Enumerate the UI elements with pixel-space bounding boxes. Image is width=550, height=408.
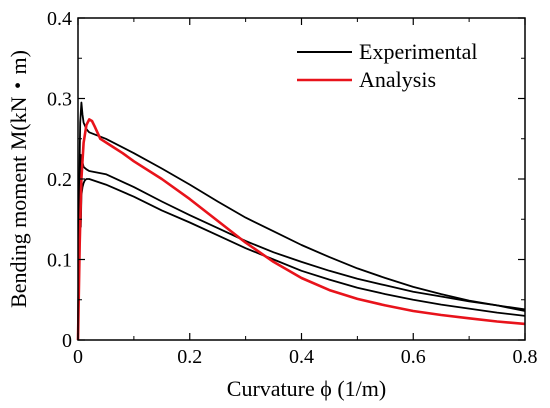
legend: Experimental Analysis (297, 39, 478, 92)
legend-label-experimental: Experimental (359, 39, 478, 64)
x-tick-label: 0.2 (177, 346, 202, 368)
legend-label-analysis: Analysis (359, 67, 436, 92)
ticks-layer: 0 0.2 0.4 0.6 0.8 0 0.1 0.2 0.3 0.4 (47, 8, 538, 368)
y-tick-label: 0 (62, 330, 72, 352)
x-tick-label: 0 (73, 346, 83, 368)
experimental-series-line-2 (77, 153, 526, 338)
y-tick-label: 0.2 (47, 169, 72, 191)
y-tick-label: 0.1 (47, 250, 72, 272)
y-tick-label: 0.3 (47, 89, 72, 111)
x-tick-label: 0.8 (513, 346, 538, 368)
x-tick-label: 0.4 (289, 346, 314, 368)
y-tick-label: 0.4 (47, 8, 72, 30)
experimental-series-line-3 (79, 178, 526, 317)
x-tick-label: 0.6 (401, 346, 426, 368)
series-layer (76, 101, 526, 341)
plot-frame (77, 17, 526, 341)
y-axis-label: Bending moment M(kN・m) (6, 50, 31, 308)
x-axis-label: Curvature ϕ (1/m) (227, 376, 386, 401)
analysis-series-line (76, 118, 526, 341)
experimental-series-line-1 (77, 101, 526, 341)
